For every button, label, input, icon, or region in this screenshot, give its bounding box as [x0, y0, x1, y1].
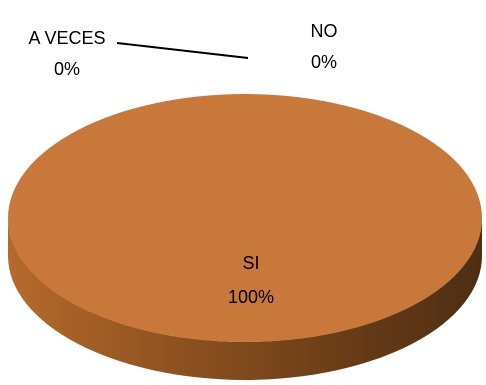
- label-a-veces-percent: 0%: [54, 59, 80, 79]
- pie-slice-si: [8, 94, 482, 342]
- leader-line-a-veces: [116, 42, 249, 59]
- label-si-percent: 100%: [228, 287, 274, 307]
- label-no-percent: 0%: [311, 52, 337, 72]
- label-si-name: SI: [242, 253, 259, 273]
- label-a-veces-name: A VECES: [28, 28, 105, 48]
- pie-side-wall: [8, 218, 482, 380]
- label-no-name: NO: [311, 21, 338, 41]
